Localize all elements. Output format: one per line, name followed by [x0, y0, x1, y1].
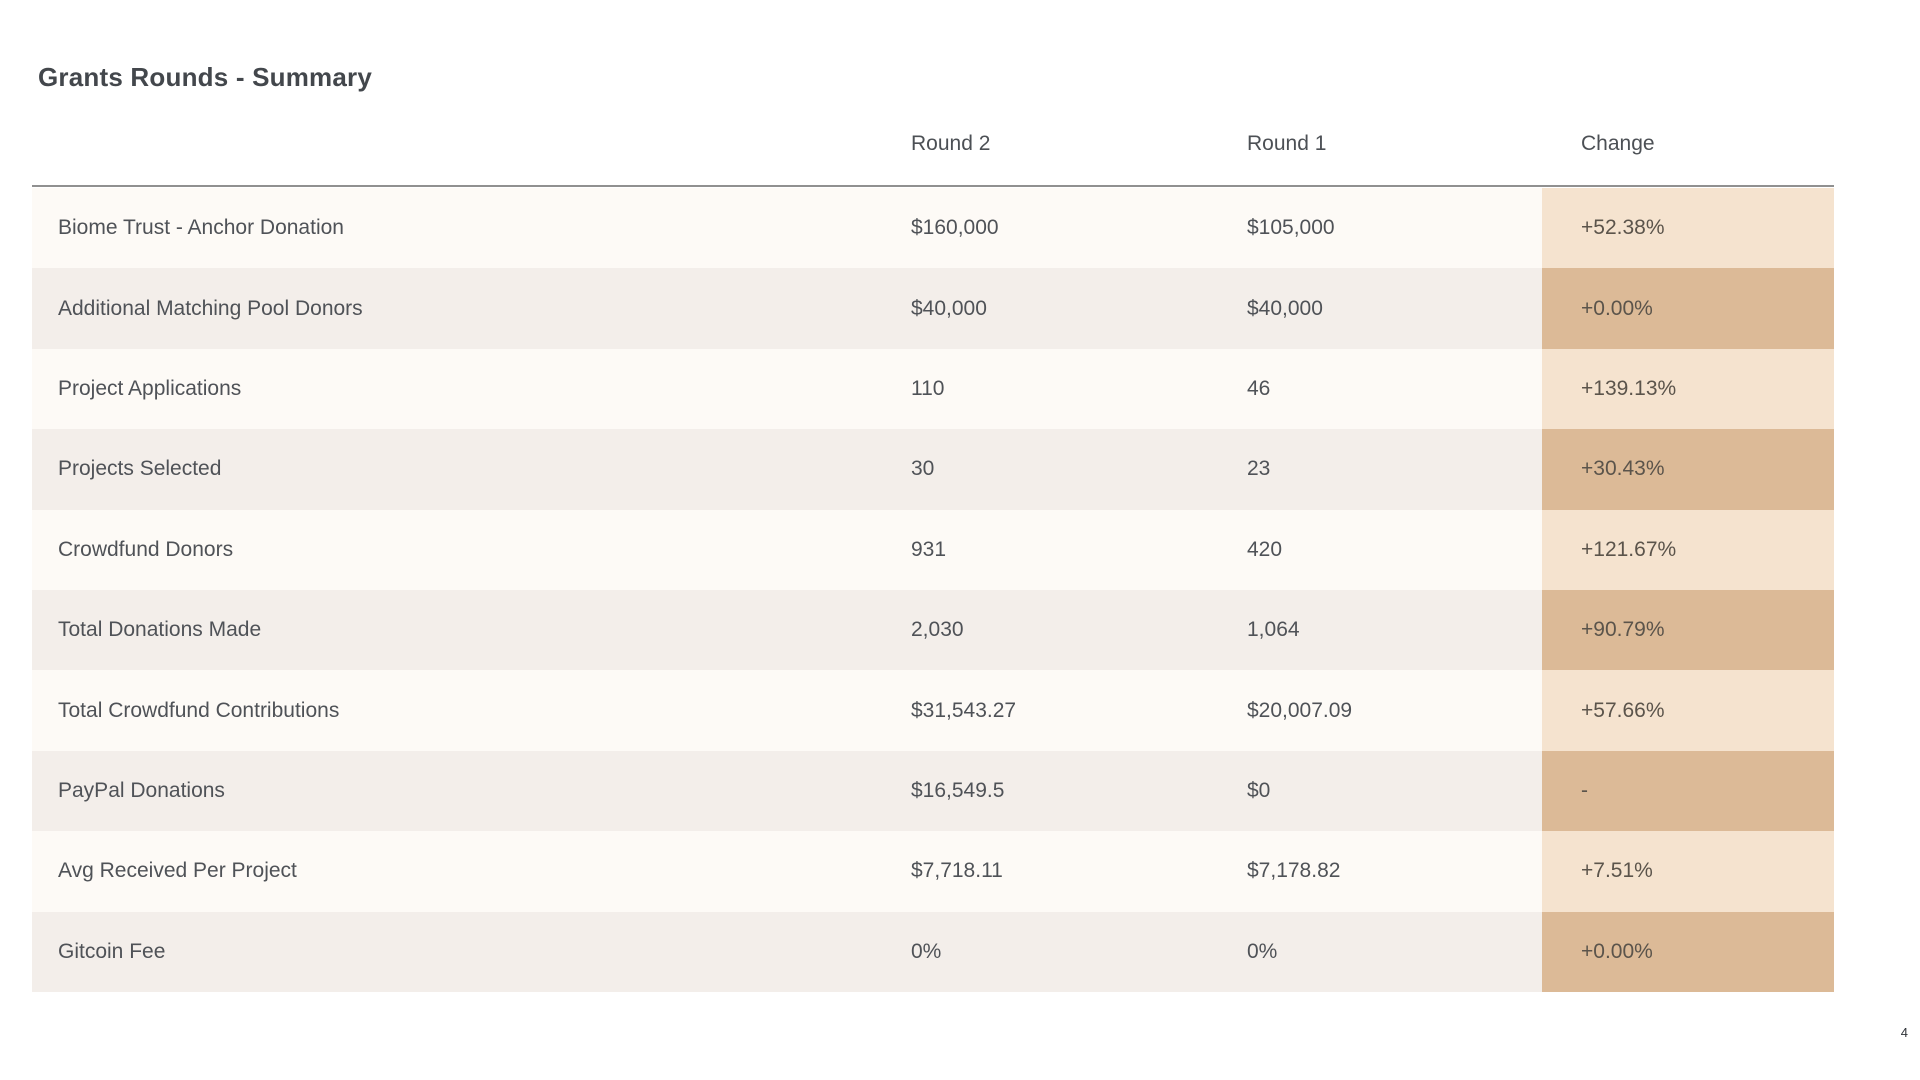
page-number: 4 — [1900, 1025, 1908, 1040]
round1-value: 0% — [1247, 939, 1278, 963]
round2-value: $7,718.11 — [911, 859, 1003, 883]
round1-value: 420 — [1247, 537, 1283, 561]
change-value: +57.66% — [1542, 670, 1834, 751]
table-row: PayPal Donations $16,549.5 $0 - — [32, 750, 1834, 832]
change-value: +0.00% — [1542, 268, 1834, 349]
table-row: Crowdfund Donors 931 420 +121.67% — [32, 509, 1834, 590]
change-value: +7.51% — [1542, 831, 1834, 912]
metric-label: Biome Trust - Anchor Donation — [58, 216, 344, 240]
round2-value: $40,000 — [911, 296, 987, 320]
column-header-round1: Round 1 — [1247, 132, 1327, 155]
header-divider — [32, 185, 1834, 187]
metric-label: Crowdfund Donors — [58, 537, 234, 561]
round2-value: $31,543.27 — [911, 698, 1017, 722]
column-header-change: Change — [1581, 132, 1655, 155]
round1-value: 1,064 — [1247, 618, 1300, 642]
page-title: Grants Rounds - Summary — [38, 62, 372, 92]
round2-value: $160,000 — [911, 216, 999, 240]
metric-label: Projects Selected — [58, 457, 222, 481]
table-row: Gitcoin Fee 0% 0% +0.00% — [32, 911, 1834, 992]
change-value: +0.00% — [1542, 911, 1834, 992]
round2-value: 2,030 — [911, 618, 964, 642]
round1-value: 23 — [1247, 457, 1271, 481]
change-value: +139.13% — [1542, 348, 1834, 430]
round1-value: $7,178.82 — [1247, 859, 1341, 883]
change-value: +52.38% — [1542, 188, 1834, 269]
metric-label: Total Crowdfund Contributions — [58, 698, 340, 722]
round1-value: $20,007.09 — [1247, 698, 1353, 722]
change-value: +30.43% — [1542, 429, 1834, 510]
round2-value: 931 — [911, 537, 947, 561]
metric-label: Gitcoin Fee — [58, 939, 166, 963]
change-value: +121.67% — [1542, 509, 1834, 590]
round1-value: $0 — [1247, 778, 1271, 802]
metric-label: Avg Received Per Project — [58, 859, 297, 883]
round2-value: 0% — [911, 939, 942, 963]
metric-label: Project Applications — [58, 376, 242, 400]
metric-label: Total Donations Made — [58, 618, 262, 642]
round2-value: 30 — [911, 457, 935, 481]
round2-value: 110 — [911, 376, 945, 400]
column-header-round2: Round 2 — [911, 132, 991, 155]
table-row: Total Donations Made 2,030 1,064 +90.79% — [32, 589, 1834, 671]
table-row: Biome Trust - Anchor Donation $160,000 $10… — [32, 188, 1834, 269]
round2-value: $16,549.5 — [911, 778, 1005, 802]
round1-value: $40,000 — [1247, 296, 1323, 320]
table-row: Total Crowdfund Contributions $31,543.27 $… — [32, 670, 1834, 751]
round1-value: 46 — [1247, 376, 1271, 400]
table-row: Projects Selected 30 23 +30.43% — [32, 429, 1834, 510]
table-body: Biome Trust - Anchor Donation $160,000 $10… — [32, 188, 1834, 992]
table-row: Additional Matching Pool Donors $40,000 $4… — [32, 268, 1834, 349]
change-value: +90.79% — [1542, 589, 1834, 671]
round1-value: $105,000 — [1247, 216, 1335, 240]
table-row: Avg Received Per Project $7,718.11 $7,178.… — [32, 831, 1834, 912]
change-value: - — [1542, 750, 1834, 832]
metric-label: PayPal Donations — [58, 778, 225, 802]
table-header-row: Round 2 Round 1 Change — [32, 108, 1834, 180]
metric-label: Additional Matching Pool Donors — [58, 296, 363, 320]
table-row: Project Applications 110 46 +139.13% — [32, 348, 1834, 430]
